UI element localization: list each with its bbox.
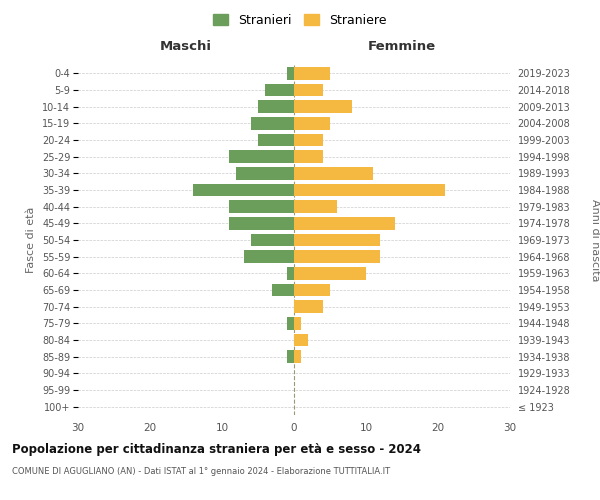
Bar [229,150,294,163]
Bar [294,300,323,313]
Bar [294,284,330,296]
Bar [251,117,294,130]
Bar [294,217,395,230]
Bar [229,200,294,213]
Bar [287,67,294,80]
Bar [294,100,352,113]
Text: Maschi: Maschi [160,40,212,54]
Bar [294,184,445,196]
Text: COMUNE DI AGUGLIANO (AN) - Dati ISTAT al 1° gennaio 2024 - Elaborazione TUTTITAL: COMUNE DI AGUGLIANO (AN) - Dati ISTAT al… [12,468,390,476]
Y-axis label: Anni di nascita: Anni di nascita [590,198,600,281]
Bar [294,234,380,246]
Bar [294,250,380,263]
Bar [294,150,323,163]
Bar [287,350,294,363]
Bar [244,250,294,263]
Bar [294,350,301,363]
Bar [287,317,294,330]
Bar [294,117,330,130]
Bar [294,317,301,330]
Bar [258,100,294,113]
Bar [287,267,294,280]
Bar [229,217,294,230]
Bar [265,84,294,96]
Legend: Stranieri, Straniere: Stranieri, Straniere [208,8,392,32]
Bar [251,234,294,246]
Bar [272,284,294,296]
Bar [294,67,330,80]
Bar [294,267,366,280]
Bar [258,134,294,146]
Text: Femmine: Femmine [368,40,436,54]
Y-axis label: Fasce di età: Fasce di età [26,207,37,273]
Bar [294,334,308,346]
Bar [294,167,373,179]
Bar [294,134,323,146]
Bar [294,84,323,96]
Bar [236,167,294,179]
Bar [193,184,294,196]
Text: Popolazione per cittadinanza straniera per età e sesso - 2024: Popolazione per cittadinanza straniera p… [12,442,421,456]
Bar [294,200,337,213]
